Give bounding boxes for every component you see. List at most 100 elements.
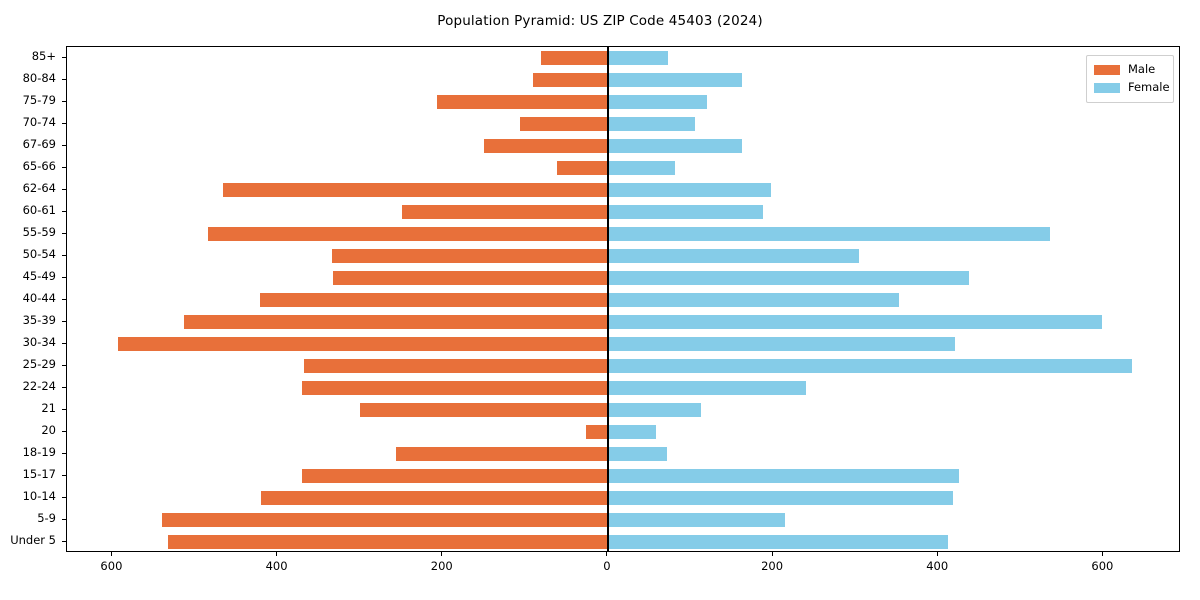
bar-row bbox=[67, 359, 1179, 373]
bar-row bbox=[67, 535, 1179, 549]
bar-female bbox=[607, 293, 900, 307]
bar-male bbox=[484, 139, 608, 153]
x-tick-label: 600 bbox=[1091, 559, 1114, 573]
x-tick-mark bbox=[1101, 552, 1103, 556]
bar-male bbox=[556, 161, 608, 175]
bar-female bbox=[607, 315, 1102, 329]
plot-area bbox=[66, 46, 1180, 552]
y-tick-label-80-84: 80-84 bbox=[22, 71, 56, 85]
bar-female bbox=[607, 447, 668, 461]
bar-male bbox=[184, 315, 608, 329]
y-tick-mark bbox=[62, 364, 66, 366]
x-tick-mark bbox=[441, 552, 443, 556]
bar-female bbox=[607, 73, 743, 87]
y-tick-label-67-69: 67-69 bbox=[22, 137, 56, 151]
y-tick-mark bbox=[62, 276, 66, 278]
bar-row bbox=[67, 293, 1179, 307]
y-tick-mark bbox=[62, 166, 66, 168]
bar-female bbox=[607, 337, 955, 351]
bar-row bbox=[67, 95, 1179, 109]
bars-container bbox=[67, 47, 1179, 551]
legend-swatch-male bbox=[1094, 65, 1120, 75]
x-tick-mark bbox=[276, 552, 278, 556]
bar-female bbox=[607, 271, 969, 285]
legend-label: Male bbox=[1128, 62, 1156, 77]
bar-row bbox=[67, 271, 1179, 285]
y-tick-label-40-44: 40-44 bbox=[22, 291, 56, 305]
zero-axis-line bbox=[607, 47, 609, 551]
bar-female bbox=[607, 205, 764, 219]
y-tick-label-30-34: 30-34 bbox=[22, 335, 56, 349]
y-tick-label-75-79: 75-79 bbox=[22, 93, 56, 107]
bar-female bbox=[607, 117, 695, 131]
x-tick-mark bbox=[606, 552, 608, 556]
bar-female bbox=[607, 139, 742, 153]
y-tick-label-50-54: 50-54 bbox=[22, 247, 56, 261]
legend-label: Female bbox=[1128, 80, 1170, 95]
x-tick-mark bbox=[936, 552, 938, 556]
bar-male bbox=[304, 359, 608, 373]
y-tick-label-10-14: 10-14 bbox=[22, 489, 56, 503]
y-tick-mark bbox=[62, 232, 66, 234]
chart-title: Population Pyramid: US ZIP Code 45403 (2… bbox=[437, 13, 763, 29]
bar-male bbox=[261, 491, 608, 505]
x-tick-mark bbox=[771, 552, 773, 556]
bar-female bbox=[607, 491, 954, 505]
bar-male bbox=[396, 447, 608, 461]
y-tick-mark bbox=[62, 100, 66, 102]
y-tick-mark bbox=[62, 430, 66, 432]
x-tick-label: 600 bbox=[100, 559, 123, 573]
chart-legend: Male Female bbox=[1086, 55, 1174, 103]
bar-male bbox=[402, 205, 608, 219]
legend-item-female[interactable]: Female bbox=[1094, 79, 1170, 97]
y-tick-label-under-5: Under 5 bbox=[10, 533, 56, 547]
legend-item-male[interactable]: Male bbox=[1094, 61, 1167, 79]
bar-row bbox=[67, 315, 1179, 329]
bar-male bbox=[260, 293, 608, 307]
y-tick-label-21: 21 bbox=[41, 401, 56, 415]
bar-row bbox=[67, 73, 1179, 87]
bar-row bbox=[67, 183, 1179, 197]
bar-female bbox=[607, 95, 707, 109]
y-tick-mark bbox=[62, 144, 66, 146]
y-tick-label-62-64: 62-64 bbox=[22, 181, 56, 195]
bar-female bbox=[607, 425, 656, 439]
bar-male bbox=[302, 381, 608, 395]
bar-male bbox=[302, 469, 608, 483]
bar-row bbox=[67, 447, 1179, 461]
bar-female bbox=[607, 535, 949, 549]
bar-female bbox=[607, 469, 959, 483]
bar-male bbox=[167, 535, 608, 549]
bar-male bbox=[332, 249, 608, 263]
y-tick-label-35-39: 35-39 bbox=[22, 313, 56, 327]
y-tick-label-65-66: 65-66 bbox=[22, 159, 56, 173]
y-tick-mark bbox=[62, 320, 66, 322]
bar-male bbox=[519, 117, 608, 131]
bar-row bbox=[67, 425, 1179, 439]
y-tick-mark bbox=[62, 254, 66, 256]
y-tick-label-45-49: 45-49 bbox=[22, 269, 56, 283]
bar-male bbox=[161, 513, 608, 527]
y-tick-label-5-9: 5-9 bbox=[37, 511, 56, 525]
bar-row bbox=[67, 381, 1179, 395]
y-tick-mark bbox=[62, 452, 66, 454]
y-tick-label-85-: 85+ bbox=[31, 49, 56, 63]
bar-female bbox=[607, 227, 1050, 241]
bar-female bbox=[607, 161, 675, 175]
bar-row bbox=[67, 117, 1179, 131]
bar-female bbox=[607, 359, 1133, 373]
x-tick-mark bbox=[110, 552, 112, 556]
y-tick-mark bbox=[62, 78, 66, 80]
y-tick-mark bbox=[62, 342, 66, 344]
bar-row bbox=[67, 161, 1179, 175]
y-tick-label-60-61: 60-61 bbox=[22, 203, 56, 217]
y-tick-mark bbox=[62, 188, 66, 190]
x-tick-label: 400 bbox=[926, 559, 949, 573]
bar-male bbox=[332, 271, 608, 285]
y-tick-mark bbox=[62, 540, 66, 542]
bar-male bbox=[208, 227, 608, 241]
bar-male bbox=[585, 425, 608, 439]
y-tick-label-22-24: 22-24 bbox=[22, 379, 56, 393]
y-tick-label-15-17: 15-17 bbox=[22, 467, 56, 481]
